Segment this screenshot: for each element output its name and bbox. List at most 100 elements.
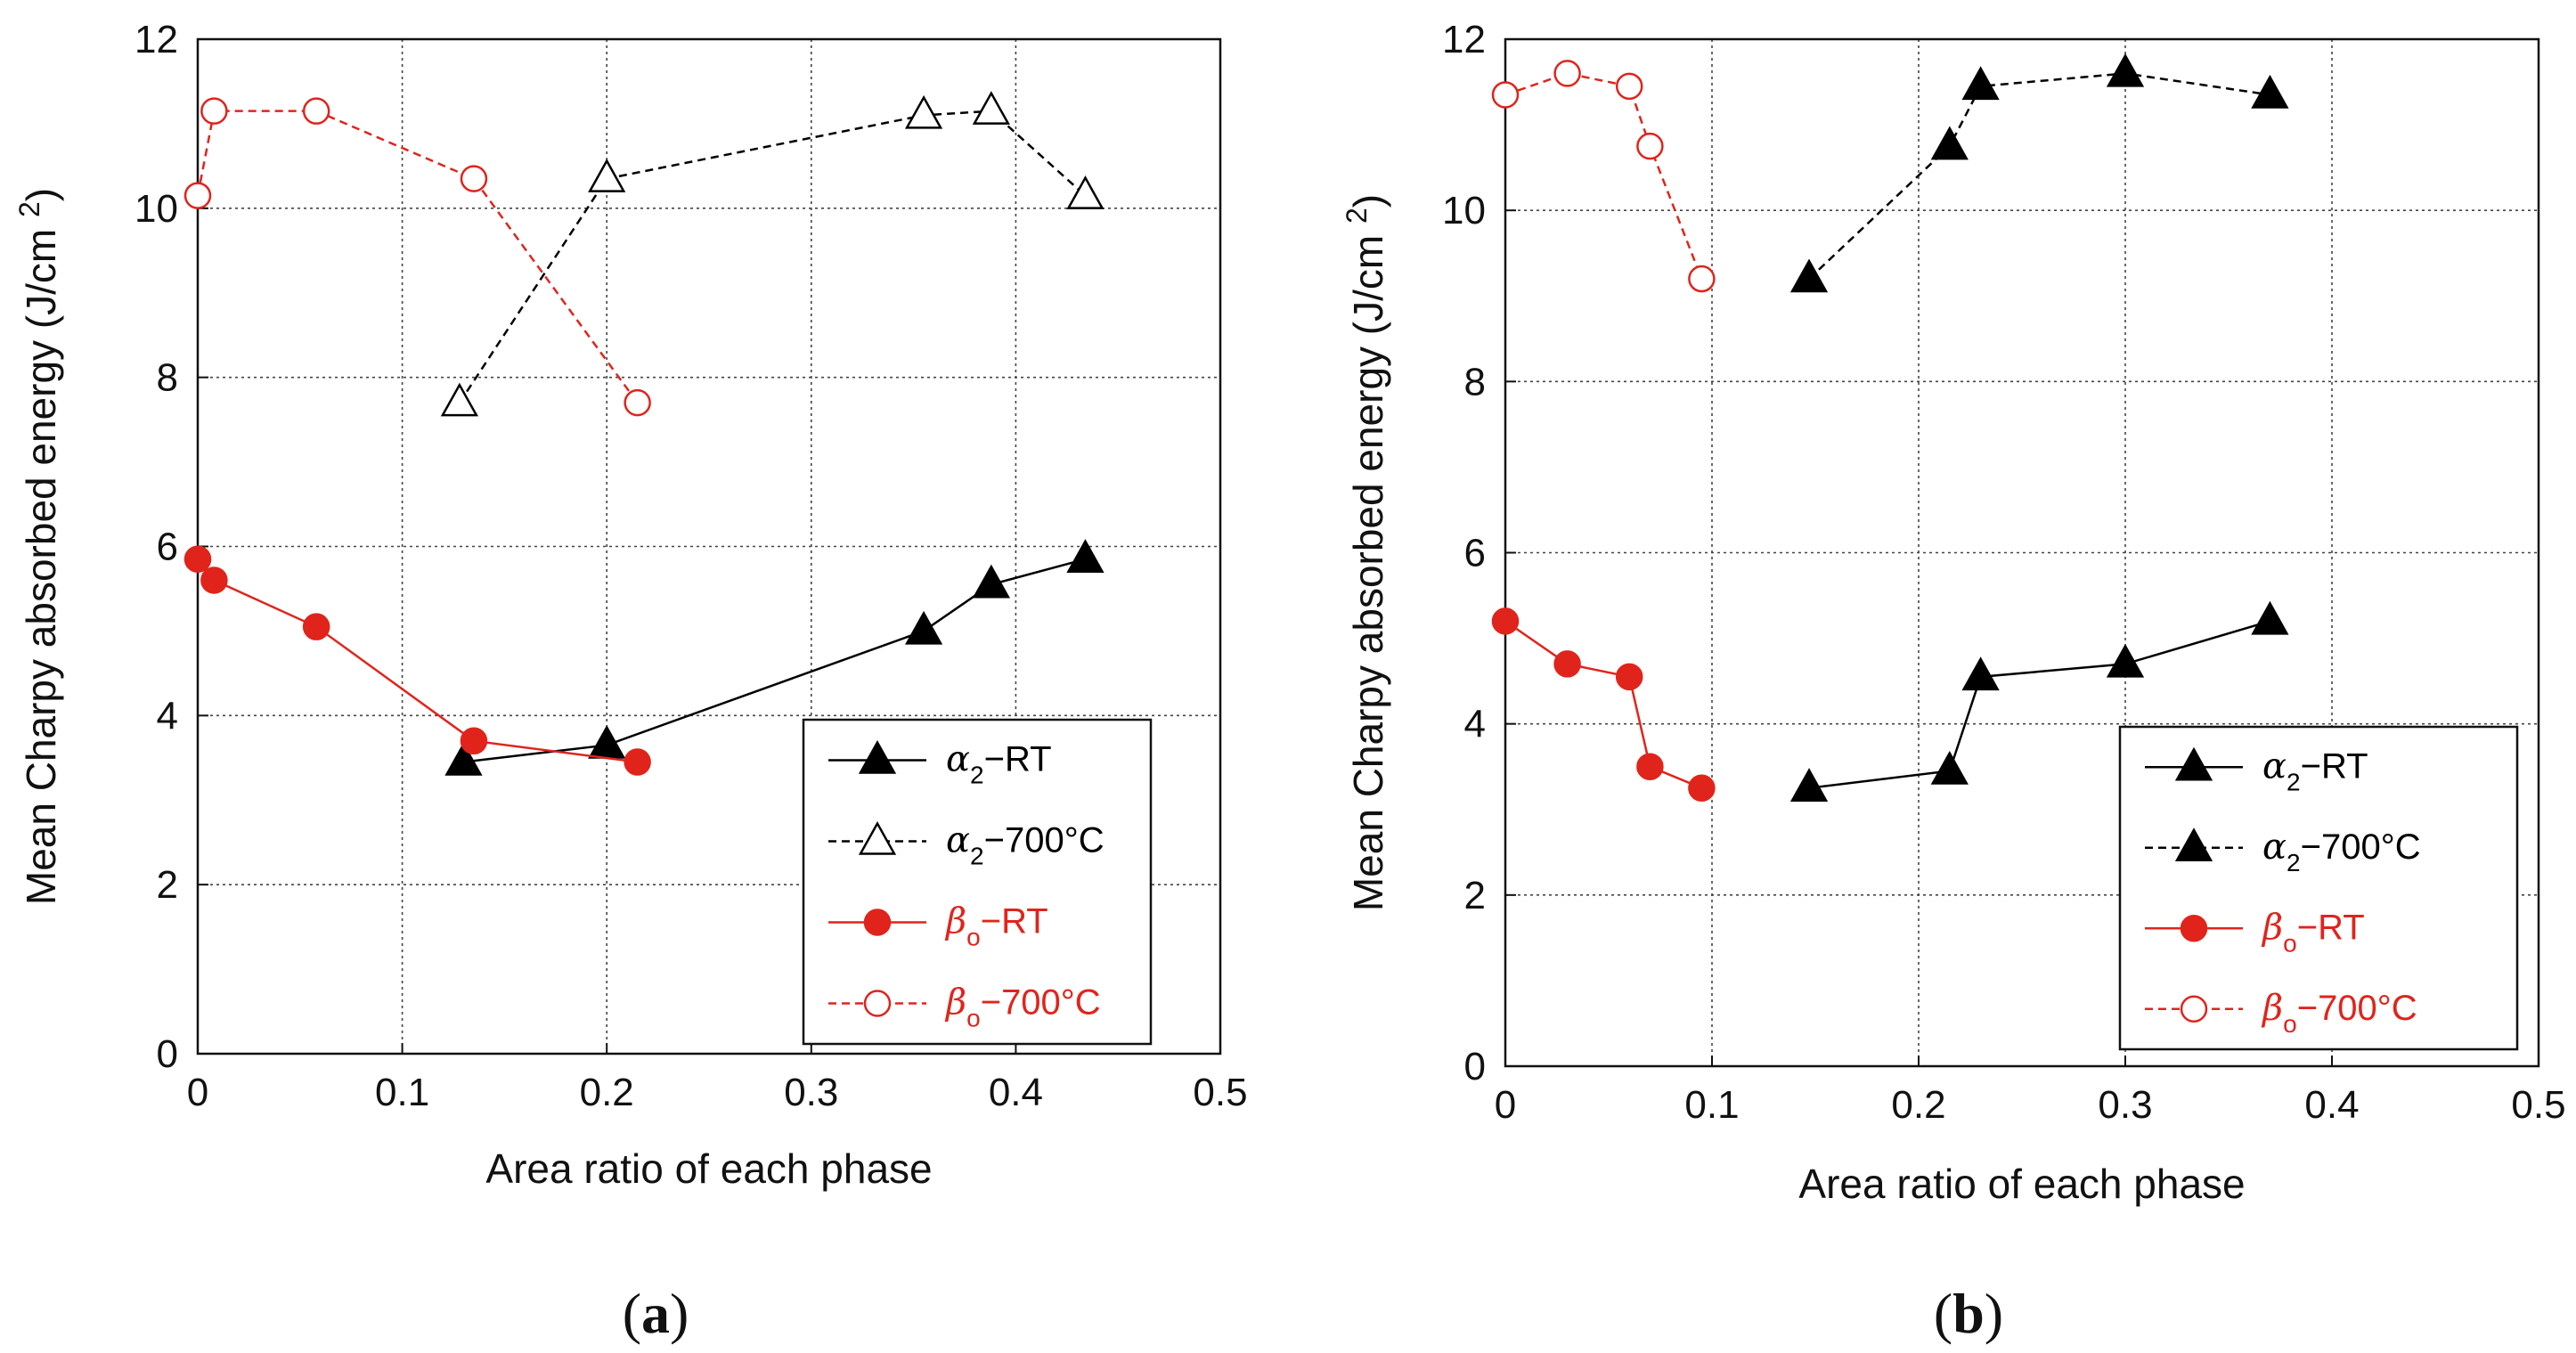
data-point: [2251, 74, 2289, 109]
x-tick-label: 0.4: [2304, 1083, 2359, 1127]
data-point: [624, 388, 651, 417]
legend-sub: o: [966, 924, 981, 951]
panel-label-letter: a: [641, 1282, 670, 1345]
legend-entry: α2−700°C: [2145, 827, 2421, 876]
y-axis-title-main: Mean Charpy absorbed energy (J/cm: [18, 217, 64, 905]
legend-label: α2−700°C: [946, 820, 1105, 870]
legend-label: βo−RT: [2261, 907, 2365, 957]
data-point: [624, 748, 651, 776]
legend-suffix: −RT: [2297, 908, 2365, 947]
panel-a: 0 0.1 0.2 0.3 0.4 0.5 0 2 4 6 8 10 12 Area ratio of e…: [13, 18, 1248, 1345]
data-point: [1066, 175, 1105, 209]
legend-marker: [858, 820, 897, 855]
y-tick-label: 10: [135, 187, 178, 231]
panel-label-close: ): [1985, 1282, 2003, 1345]
legend-greek: α: [2262, 827, 2287, 868]
legend-suffix: −700°C: [2297, 989, 2417, 1028]
x-tick-label: 0.5: [2511, 1083, 2565, 1127]
data-point: [302, 97, 330, 125]
data-point: [1961, 656, 2000, 691]
y-tick-label: 2: [157, 863, 178, 907]
x-tick-label: 0.1: [1684, 1083, 1739, 1127]
panel-label-open: (: [1934, 1282, 1952, 1345]
legend-marker: [2174, 746, 2213, 781]
legend-marker: [863, 909, 892, 936]
legend-sub: 2: [2287, 768, 2301, 795]
legend-marker: [2180, 915, 2208, 942]
series-group: [1491, 53, 2289, 802]
legend-entry: βo−700°C: [2145, 988, 2417, 1038]
legend-entry: βo−700°C: [828, 982, 1101, 1032]
y-axis-title-sup: 2: [13, 201, 45, 217]
y-axis-title-main: Mean Charpy absorbed energy (J/cm: [1345, 224, 1391, 911]
gridlines: [198, 39, 1220, 1054]
legend-entry: βo−RT: [2145, 907, 2365, 957]
x-tick-label: 0.3: [2098, 1083, 2152, 1127]
panel-label-open: (: [623, 1282, 641, 1345]
x-tick-label: 0: [1495, 1083, 1516, 1127]
legend-label: βo−700°C: [2261, 988, 2417, 1038]
data-point: [200, 566, 228, 594]
legend-label: βo−700°C: [944, 982, 1101, 1032]
data-point: [1636, 753, 1664, 780]
legend-suffix: −700°C: [984, 821, 1105, 860]
data-point: [904, 94, 943, 129]
legend-marker: [2180, 995, 2208, 1023]
legend-sub: 2: [970, 762, 984, 789]
y-axis-title: Mean Charpy absorbed energy (J/cm 2): [13, 188, 64, 905]
data-point: [183, 182, 212, 209]
legend-greek: β: [2261, 907, 2283, 948]
legend-suffix: −700°C: [981, 983, 1101, 1023]
series-line: [1504, 72, 1703, 280]
data-point: [1553, 650, 1581, 678]
data-point: [302, 613, 330, 640]
data-point: [1930, 126, 1969, 160]
y-tick-label: 8: [1464, 360, 1486, 403]
data-point: [1491, 607, 1520, 635]
legend-suffix: −700°C: [2301, 827, 2421, 867]
legend-marker: [858, 739, 897, 774]
y-tick-label: 8: [157, 356, 178, 400]
legend-sub: o: [966, 1005, 981, 1032]
x-axis-title: Area ratio of each phase: [1798, 1161, 2245, 1207]
panel-label: (a): [623, 1282, 689, 1345]
y-tick-label: 2: [1464, 874, 1486, 917]
x-tick-label: 0.3: [784, 1071, 838, 1114]
x-tick-label: 0.2: [1891, 1083, 1945, 1127]
data-point: [1961, 66, 2000, 101]
data-point: [1789, 258, 1829, 293]
data-point: [460, 727, 488, 755]
data-point: [1615, 663, 1643, 691]
data-point: [972, 564, 1010, 599]
legend-label: α2−RT: [2262, 746, 2368, 795]
y-tick-label: 4: [1464, 703, 1486, 746]
data-point: [2106, 643, 2145, 678]
x-tick-label: 0.1: [375, 1071, 429, 1114]
legend-greek: α: [946, 820, 970, 861]
x-tick-label: 0.2: [580, 1071, 634, 1114]
x-tick-label: 0.4: [989, 1071, 1043, 1114]
data-point: [1491, 81, 1520, 109]
legend-greek: β: [2261, 988, 2283, 1029]
series-βo-700°C: [1491, 60, 1716, 293]
series-α2-700°C: [440, 91, 1105, 417]
legend-entry: α2−RT: [2145, 746, 2368, 795]
legend-greek: β: [944, 901, 966, 942]
data-point: [904, 610, 943, 645]
legend-marker: [863, 990, 892, 1017]
legend-suffix: −RT: [981, 902, 1048, 941]
data-point: [1636, 132, 1664, 160]
y-tick-label: 6: [157, 526, 178, 569]
data-point: [444, 741, 483, 776]
x-tick-label: 0: [187, 1071, 208, 1114]
legend-label: βo−RT: [944, 901, 1048, 951]
data-point: [460, 165, 488, 192]
data-point: [200, 97, 228, 125]
panel-label-close: ): [670, 1282, 689, 1345]
series-α2-RT: [444, 539, 1105, 776]
y-tick-label: 0: [1464, 1045, 1486, 1088]
legend-suffix: −RT: [984, 740, 1052, 779]
series-βo-RT: [183, 545, 651, 776]
x-tick-label: 0.5: [1193, 1071, 1247, 1114]
